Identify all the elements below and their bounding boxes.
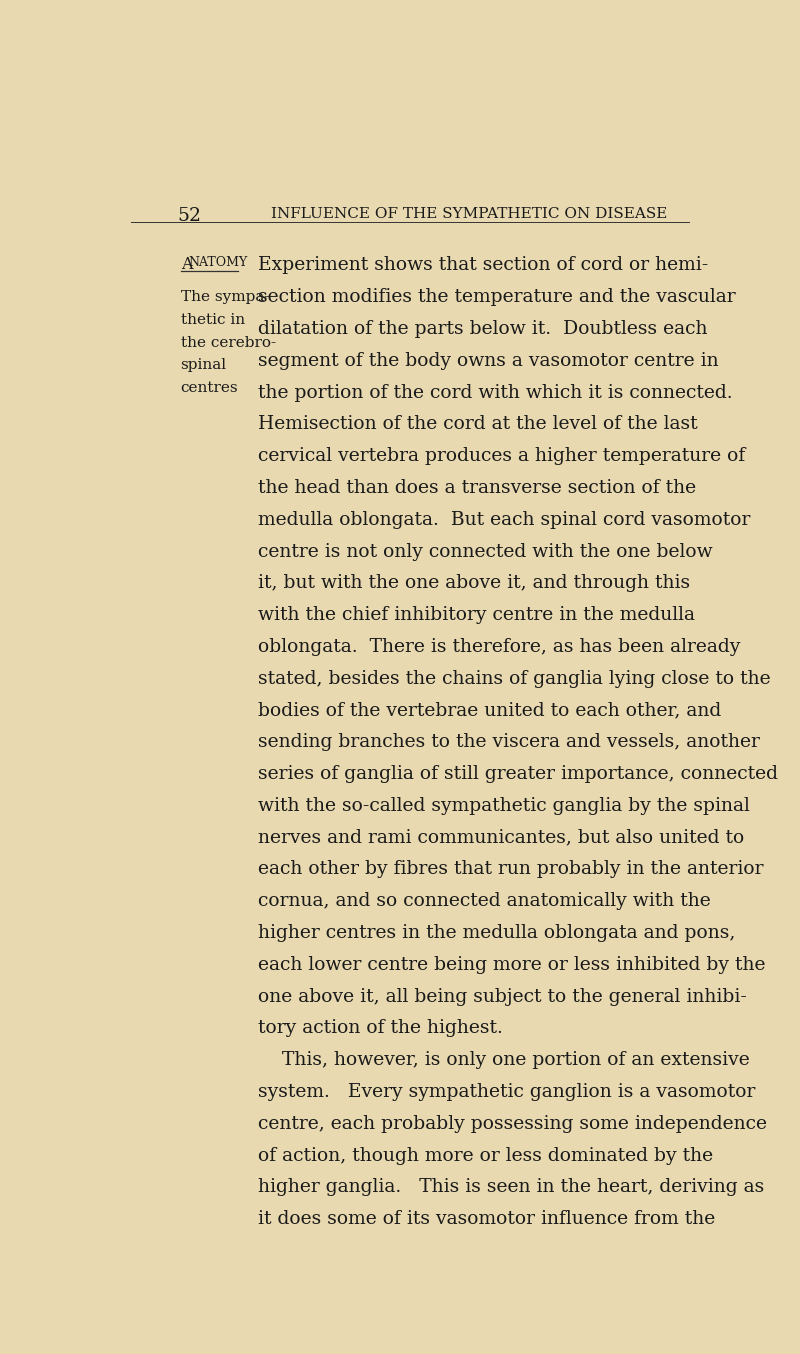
Text: INFLUENCE OF THE SYMPATHETIC ON DISEASE: INFLUENCE OF THE SYMPATHETIC ON DISEASE	[270, 207, 667, 221]
Text: of action, though more or less dominated by the: of action, though more or less dominated…	[258, 1147, 714, 1164]
Text: medulla oblongata.  But each spinal cord vasomotor: medulla oblongata. But each spinal cord …	[258, 510, 750, 528]
Text: The sympa-: The sympa-	[181, 290, 269, 303]
Text: each lower centre being more or less inhibited by the: each lower centre being more or less inh…	[258, 956, 766, 974]
Text: it, but with the one above it, and through this: it, but with the one above it, and throu…	[258, 574, 690, 592]
Text: sending branches to the viscera and vessels, another: sending branches to the viscera and vess…	[258, 734, 760, 751]
Text: with the chief inhibitory centre in the medulla: with the chief inhibitory centre in the …	[258, 607, 695, 624]
Text: thetic in: thetic in	[181, 313, 245, 326]
Text: higher centres in the medulla oblongata and pons,: higher centres in the medulla oblongata …	[258, 923, 735, 942]
Text: centres: centres	[181, 382, 238, 395]
Text: with the so-called sympathetic ganglia by the spinal: with the so-called sympathetic ganglia b…	[258, 798, 750, 815]
Text: stated, besides the chains of ganglia lying close to the: stated, besides the chains of ganglia ly…	[258, 670, 770, 688]
Text: series of ganglia of still greater importance, connected: series of ganglia of still greater impor…	[258, 765, 778, 783]
Text: centre, each probably possessing some independence: centre, each probably possessing some in…	[258, 1114, 767, 1133]
Text: This, however, is only one portion of an extensive: This, however, is only one portion of an…	[258, 1051, 750, 1070]
Text: cervical vertebra produces a higher temperature of: cervical vertebra produces a higher temp…	[258, 447, 746, 466]
Text: the cerebro-: the cerebro-	[181, 336, 276, 349]
Text: oblongata.  There is therefore, as has been already: oblongata. There is therefore, as has be…	[258, 638, 741, 655]
Text: section modifies the temperature and the vascular: section modifies the temperature and the…	[258, 288, 736, 306]
Text: 52: 52	[178, 207, 202, 225]
Text: cornua, and so connected anatomically with the: cornua, and so connected anatomically wi…	[258, 892, 711, 910]
Text: spinal: spinal	[181, 359, 226, 372]
Text: tory action of the highest.: tory action of the highest.	[258, 1020, 503, 1037]
Text: it does some of its vasomotor influence from the: it does some of its vasomotor influence …	[258, 1210, 715, 1228]
Text: system.   Every sympathetic ganglion is a vasomotor: system. Every sympathetic ganglion is a …	[258, 1083, 755, 1101]
Text: Hemisection of the cord at the level of the last: Hemisection of the cord at the level of …	[258, 416, 698, 433]
Text: each other by fibres that run probably in the anterior: each other by fibres that run probably i…	[258, 861, 763, 879]
Text: bodies of the vertebrae united to each other, and: bodies of the vertebrae united to each o…	[258, 701, 722, 719]
Text: higher ganglia.   This is seen in the heart, deriving as: higher ganglia. This is seen in the hear…	[258, 1178, 764, 1197]
Text: the portion of the cord with which it is connected.: the portion of the cord with which it is…	[258, 383, 733, 402]
Text: the head than does a transverse section of the: the head than does a transverse section …	[258, 479, 696, 497]
Text: nerves and rami communicantes, but also united to: nerves and rami communicantes, but also …	[258, 829, 744, 846]
Text: centre is not only connected with the one below: centre is not only connected with the on…	[258, 543, 713, 561]
Text: NATOMY: NATOMY	[189, 256, 248, 269]
Text: segment of the body owns a vasomotor centre in: segment of the body owns a vasomotor cen…	[258, 352, 718, 370]
Text: dilatation of the parts below it.  Doubtless each: dilatation of the parts below it. Doubtl…	[258, 320, 708, 338]
Text: one above it, all being subject to the general inhibi-: one above it, all being subject to the g…	[258, 987, 747, 1006]
Text: A: A	[181, 256, 192, 274]
Text: Experiment shows that section of cord or hemi-: Experiment shows that section of cord or…	[258, 256, 708, 275]
